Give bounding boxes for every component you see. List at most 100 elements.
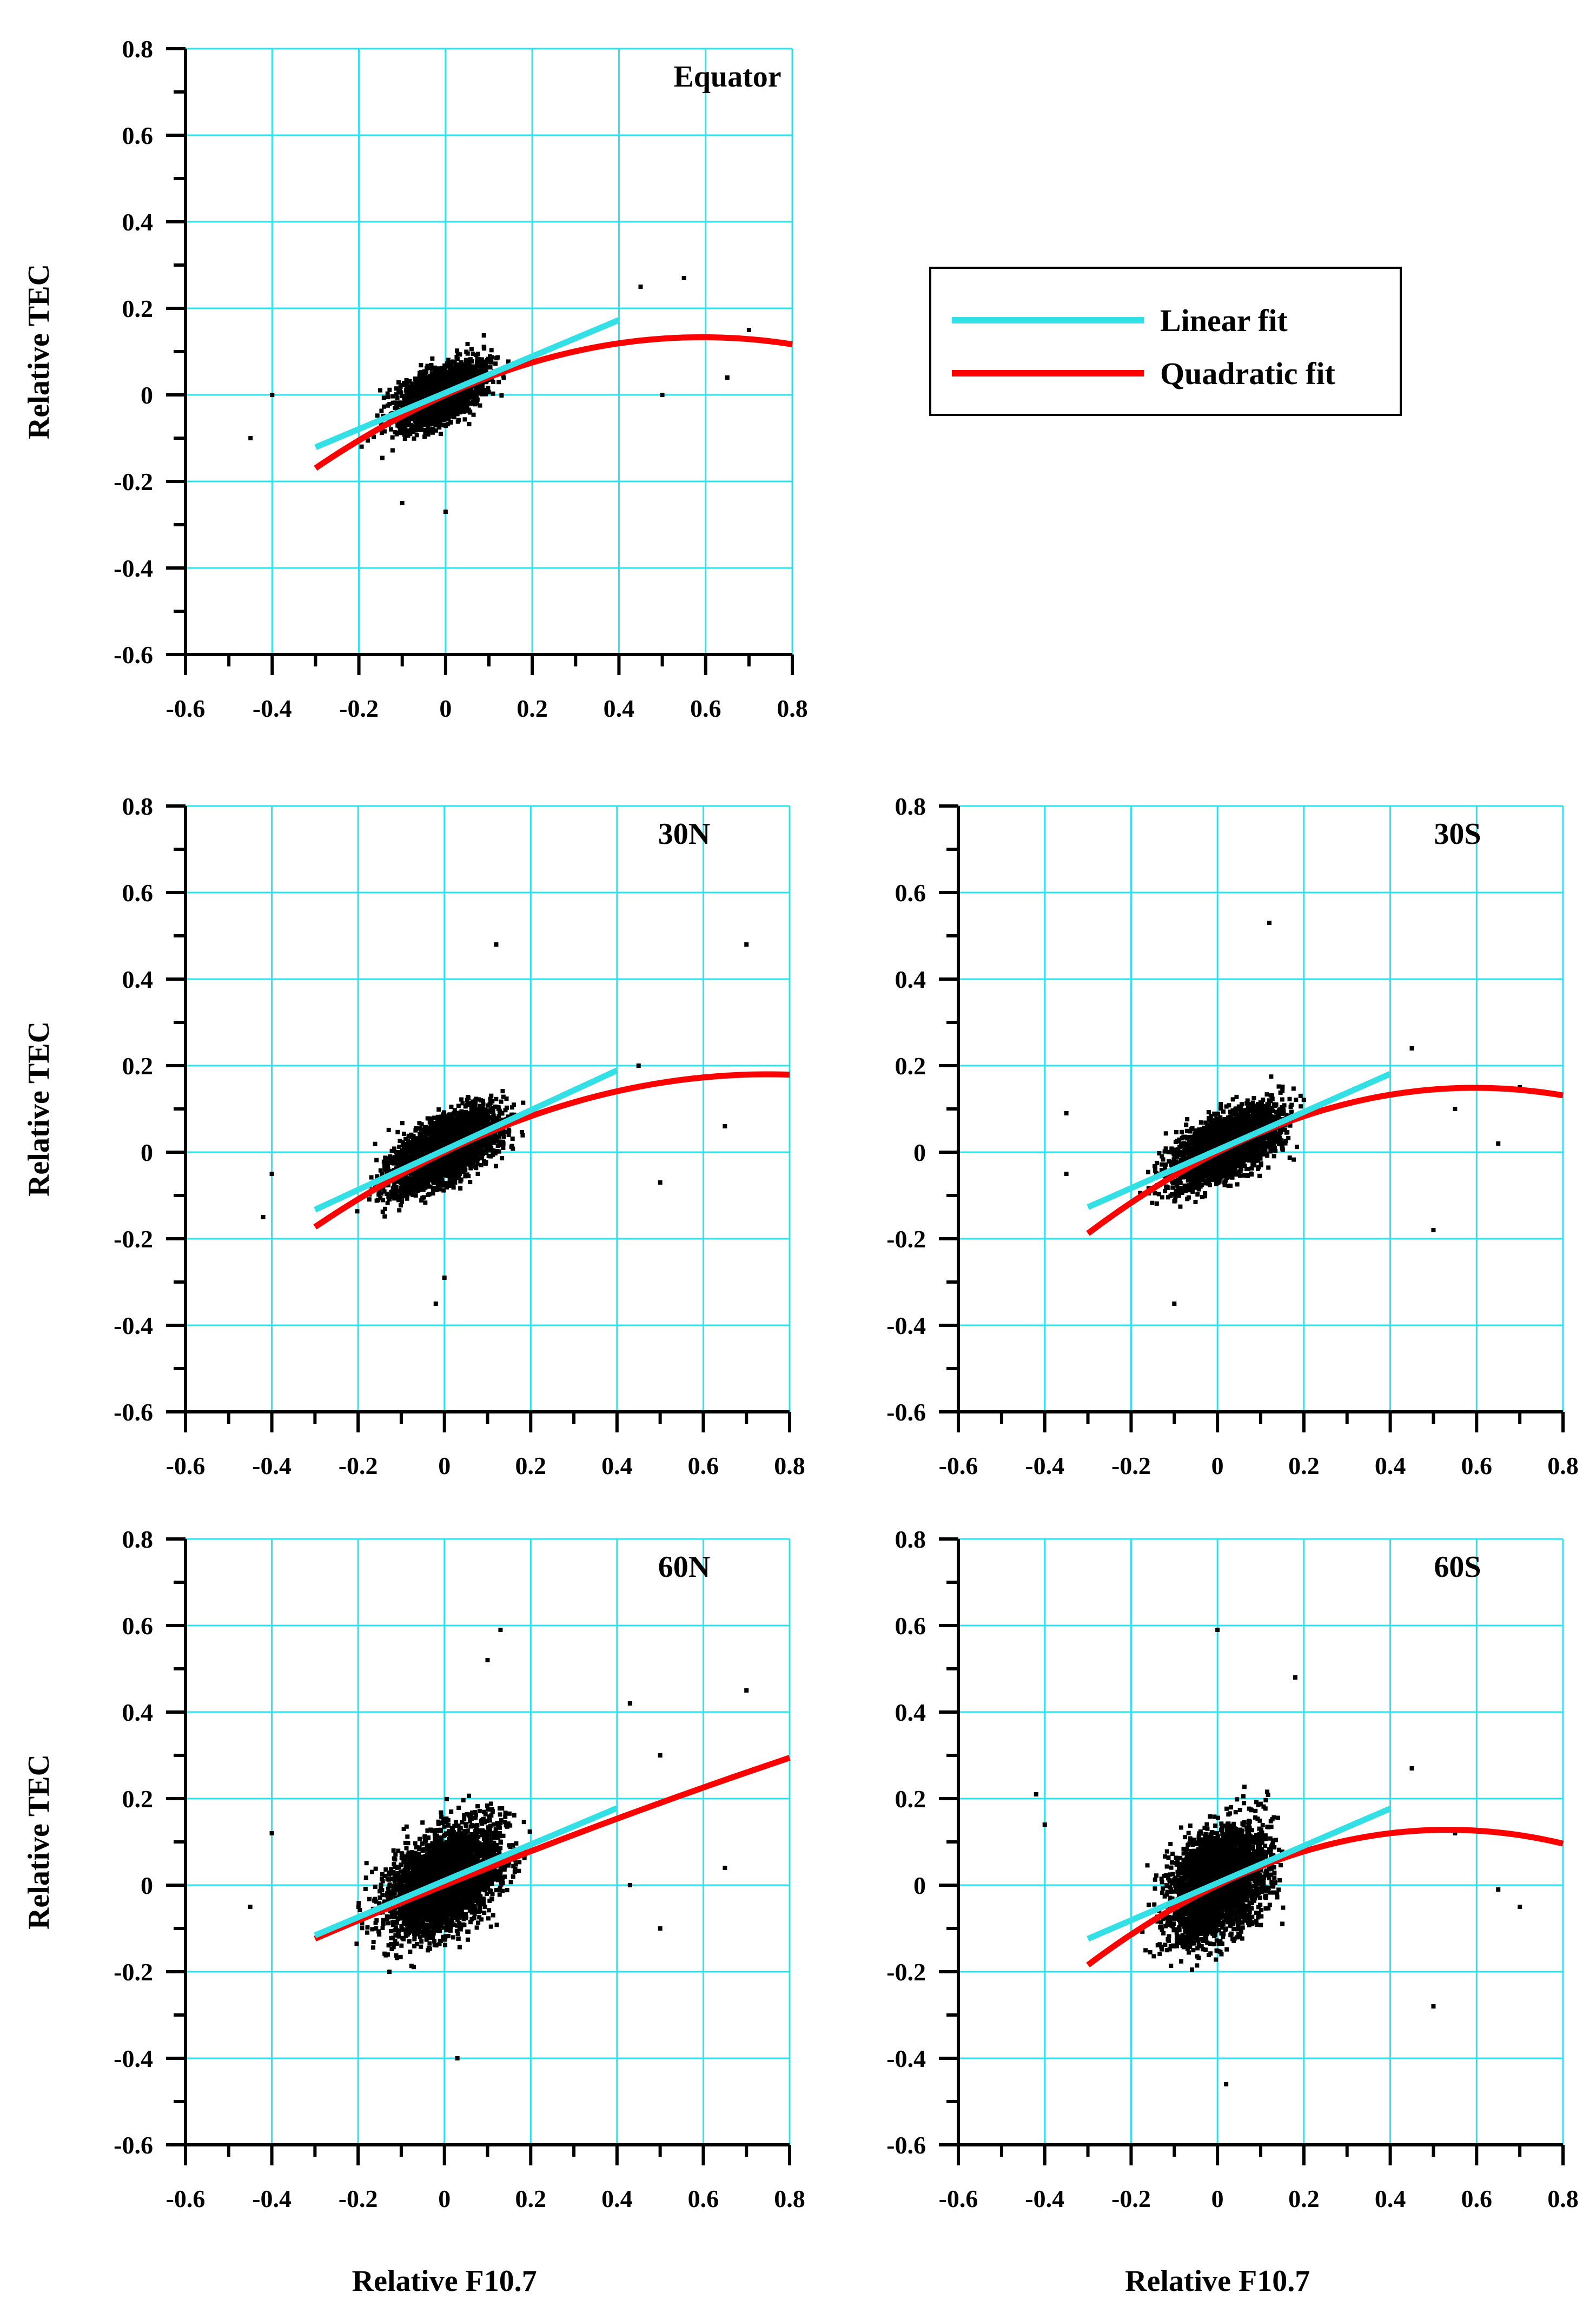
data-point — [502, 1134, 507, 1139]
data-point — [482, 346, 487, 351]
data-point — [432, 365, 437, 370]
data-point — [390, 1193, 395, 1198]
data-point — [429, 1131, 434, 1136]
data-point — [465, 402, 469, 407]
data-point — [426, 366, 431, 371]
data-point — [455, 348, 460, 353]
data-point — [410, 430, 415, 434]
data-point — [416, 397, 421, 401]
data-point — [418, 1132, 422, 1137]
data-point — [429, 409, 434, 414]
data-point — [419, 1198, 424, 1203]
data-point — [435, 418, 440, 423]
data-point — [471, 412, 476, 417]
panel-equator: -0.6-0.4-0.200.20.40.60.8-0.6 -0.4 -0.2 0 0.… — [22, 35, 808, 722]
data-point — [456, 371, 461, 376]
data-point — [381, 395, 386, 400]
data-point — [477, 386, 482, 391]
data-point — [402, 432, 407, 437]
data-point — [473, 1102, 478, 1107]
data-point — [461, 369, 466, 374]
data-point — [414, 433, 419, 438]
data-point — [477, 391, 482, 396]
data-point — [443, 398, 448, 403]
data-point — [478, 1122, 483, 1127]
data-point — [473, 386, 478, 391]
data-point — [459, 407, 464, 412]
data-point — [409, 1134, 414, 1139]
data-point — [394, 386, 399, 391]
data-point — [449, 395, 454, 400]
data-point — [507, 1129, 512, 1134]
data-point — [386, 395, 390, 400]
data-point — [475, 356, 480, 361]
data-point — [420, 392, 425, 397]
data-point — [396, 390, 401, 395]
panel-label: Equator — [673, 60, 781, 94]
x-tick-label: -0.4 — [253, 695, 292, 722]
data-point — [468, 1180, 473, 1185]
data-point — [385, 391, 390, 396]
data-point — [411, 391, 416, 395]
data-point — [450, 412, 455, 417]
data-point — [393, 406, 398, 411]
data-point — [443, 413, 448, 418]
data-point — [442, 405, 447, 409]
data-point — [491, 391, 495, 396]
data-point — [375, 413, 380, 418]
data-point — [439, 375, 443, 380]
data-point — [443, 510, 448, 514]
data-point — [398, 1162, 403, 1167]
data-point — [409, 424, 414, 428]
x-tick-label: 0 — [439, 695, 452, 722]
data-point — [429, 1116, 434, 1121]
data-point — [437, 415, 442, 420]
data-point — [476, 1097, 481, 1102]
data-point — [434, 1170, 439, 1175]
data-point — [446, 358, 451, 362]
data-point — [413, 420, 418, 425]
data-point — [428, 413, 433, 418]
data-point — [444, 374, 449, 379]
data-point — [412, 385, 417, 390]
data-point — [418, 374, 423, 379]
data-point — [476, 368, 481, 373]
data-point — [501, 1094, 506, 1099]
data-point — [421, 1135, 426, 1140]
data-point — [429, 391, 434, 395]
data-point — [442, 369, 447, 374]
data-point — [426, 1129, 431, 1134]
data-point — [372, 434, 376, 439]
data-point — [472, 384, 477, 388]
data-point — [386, 1127, 391, 1132]
data-point — [419, 1122, 424, 1127]
data-point — [466, 360, 471, 365]
data-point — [483, 392, 488, 397]
data-point — [402, 1161, 407, 1166]
data-point — [448, 420, 453, 425]
data-point — [486, 386, 491, 391]
data-point — [473, 367, 478, 372]
data-point — [453, 397, 458, 401]
data-point — [437, 368, 442, 373]
data-point — [379, 421, 383, 426]
data-point — [421, 408, 426, 413]
data-point — [355, 1209, 360, 1214]
data-point — [496, 380, 501, 385]
data-point — [435, 413, 440, 418]
data-point — [375, 1174, 380, 1179]
data-point — [423, 427, 428, 432]
data-point — [464, 371, 469, 375]
data-point — [470, 401, 475, 406]
data-point — [468, 358, 473, 362]
data-point — [379, 431, 384, 435]
y-tick-label: 0.2 — [122, 295, 154, 322]
data-point — [416, 385, 421, 390]
data-point — [441, 410, 446, 415]
data-point — [681, 276, 686, 280]
data-point — [407, 1147, 412, 1152]
quadratic-fit-line — [314, 334, 793, 471]
data-point — [374, 1158, 379, 1162]
data-point — [416, 390, 421, 395]
data-point — [491, 380, 495, 385]
